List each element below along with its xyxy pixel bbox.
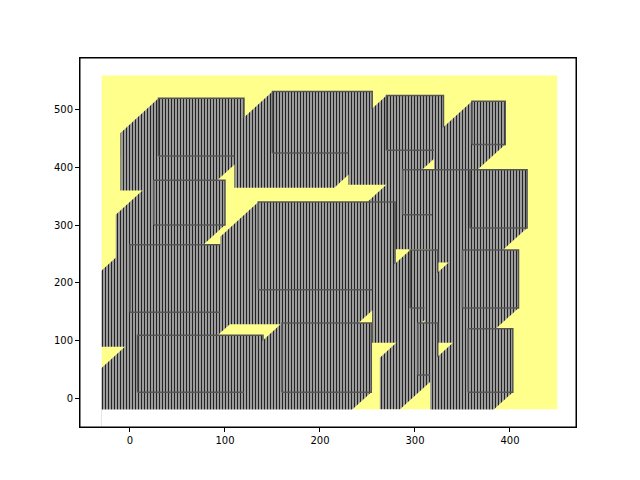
svg-text:200: 200 [310,435,329,446]
svg-text:300: 300 [54,220,73,231]
svg-text:100: 100 [54,335,73,346]
svg-text:0: 0 [127,435,133,446]
svg-text:200: 200 [54,277,73,288]
svg-text:400: 400 [54,162,73,173]
svg-text:500: 500 [54,104,73,115]
svg-text:0: 0 [67,393,73,404]
svg-text:100: 100 [215,435,234,446]
svg-text:400: 400 [500,435,519,446]
svg-text:300: 300 [405,435,424,446]
